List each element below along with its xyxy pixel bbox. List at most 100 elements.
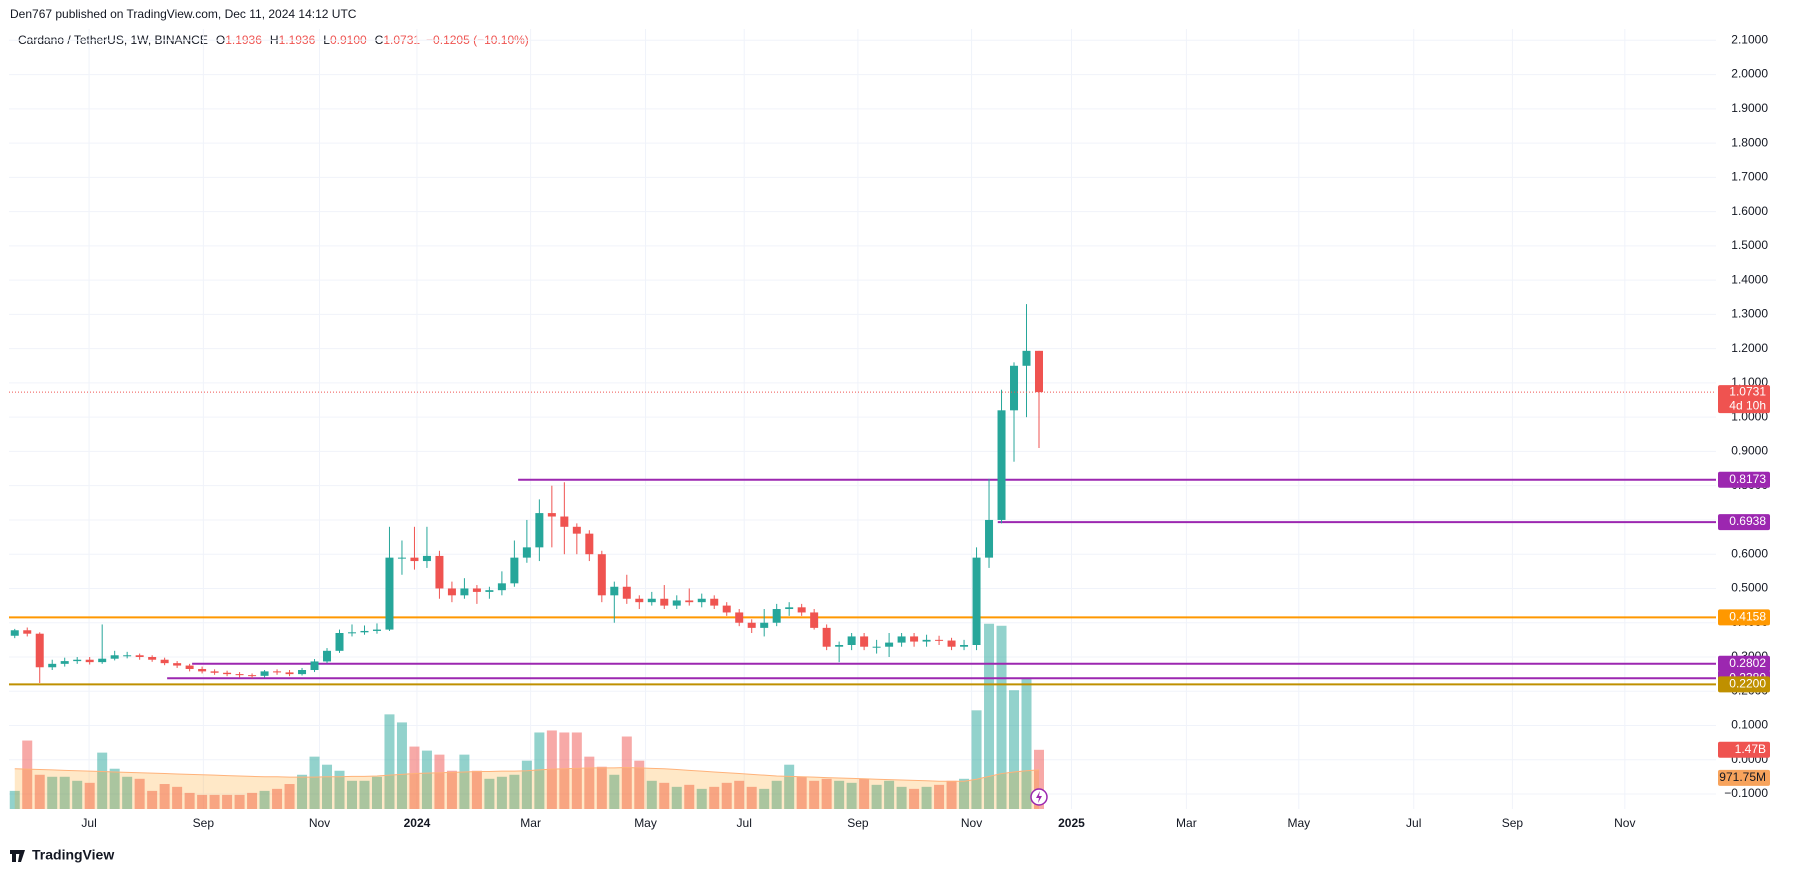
candle-body xyxy=(323,650,332,662)
volume-bar xyxy=(959,778,970,809)
volume-bar xyxy=(821,778,832,809)
candle-body xyxy=(885,642,894,647)
volume-bar xyxy=(909,788,920,809)
volume-bar xyxy=(646,780,657,809)
candle-body xyxy=(810,612,819,628)
last-price-tag-box xyxy=(1718,385,1770,414)
candle-body xyxy=(735,612,744,623)
candle-body xyxy=(572,526,581,534)
candle-body xyxy=(685,600,694,603)
candle-body xyxy=(260,671,269,676)
candle-body xyxy=(985,519,994,558)
volume-bar xyxy=(484,778,495,809)
level-tag-box xyxy=(1718,471,1770,488)
candle-body xyxy=(997,410,1006,520)
volume-bar xyxy=(309,756,320,809)
level-label: 0.4158 xyxy=(1729,609,1766,623)
level-tag-box xyxy=(1718,514,1770,531)
brand-logo xyxy=(10,850,25,862)
x-tick-label: 2024 xyxy=(404,816,431,830)
candle-body xyxy=(310,661,319,671)
volume-bar xyxy=(446,770,457,809)
volume-bar xyxy=(209,794,220,809)
candle-body xyxy=(760,622,769,628)
volume-bar xyxy=(197,794,208,809)
candle-body xyxy=(710,598,719,606)
y-tick-label: 2.0000 xyxy=(1731,67,1768,81)
grid xyxy=(9,29,1716,809)
level-label: 0.2200 xyxy=(1729,677,1766,691)
volume-bar xyxy=(184,792,195,809)
x-tick-label: Jul xyxy=(737,816,752,830)
candle-body xyxy=(60,661,69,664)
volume-bar xyxy=(47,776,58,809)
level-tag: 0.2200 xyxy=(1718,676,1770,693)
candle-body xyxy=(947,640,956,647)
candle-body xyxy=(85,659,94,663)
volume-bar xyxy=(534,732,545,809)
y-tick-label: 1.6000 xyxy=(1731,204,1768,218)
y-tick-label: 1.8000 xyxy=(1731,135,1768,149)
volume-bar xyxy=(559,732,570,809)
volume-bar xyxy=(9,790,20,809)
volume-ma-label: 971.75M xyxy=(1719,770,1766,784)
level-tag: 0.8173 xyxy=(1718,471,1770,488)
volume-bar xyxy=(621,736,632,809)
volume-bar xyxy=(696,788,707,809)
candle-body xyxy=(10,630,19,636)
volume-bar xyxy=(796,776,807,809)
candle-body xyxy=(422,555,431,562)
candle-body xyxy=(435,555,444,589)
candle-body xyxy=(223,672,232,675)
candle-body xyxy=(110,655,119,659)
volume-bar xyxy=(659,782,670,809)
candle-body xyxy=(397,557,406,559)
volume-bar xyxy=(234,794,245,809)
y-tick-label: 0.5000 xyxy=(1731,581,1768,595)
level-label: 0.8173 xyxy=(1729,472,1766,486)
candle-body xyxy=(797,607,806,613)
y-tick-label: 2.1000 xyxy=(1731,32,1768,46)
volume-bar xyxy=(734,780,745,809)
candle-body xyxy=(460,588,469,596)
candle-body xyxy=(535,513,544,548)
x-tick-label: May xyxy=(634,816,657,830)
volume-ma-tag-box xyxy=(1718,769,1770,786)
volume-bar xyxy=(147,790,158,809)
candle-body xyxy=(585,533,594,555)
volume-ma-area xyxy=(14,767,1039,809)
volume-bar xyxy=(846,782,857,809)
volume-bar xyxy=(159,784,170,809)
volume-bar xyxy=(771,780,782,809)
volume-bar xyxy=(109,768,120,809)
candle-body xyxy=(672,600,681,606)
volume-bar xyxy=(1033,749,1044,809)
volume-bar xyxy=(421,750,432,809)
candle-body xyxy=(635,598,644,603)
y-tick-label: 1.7000 xyxy=(1731,170,1768,184)
level-tag: 0.2802 xyxy=(1718,655,1770,672)
candle-body xyxy=(972,557,981,645)
volume-bar xyxy=(409,746,420,809)
candle-body xyxy=(910,636,919,642)
candle-body xyxy=(860,636,869,647)
volume-bar xyxy=(84,782,95,809)
level-tag-box xyxy=(1718,676,1770,693)
volume-bar xyxy=(596,766,607,809)
y-tick-label: 0.1000 xyxy=(1731,718,1768,732)
y-tick-label: 1.4000 xyxy=(1731,272,1768,286)
countdown-label: 4d 10h xyxy=(1729,398,1766,412)
volume-bar xyxy=(22,740,33,809)
volume-bar xyxy=(471,770,482,809)
volume-bar xyxy=(584,756,595,809)
volume-bar xyxy=(272,788,283,809)
y-tick-label: 1.2000 xyxy=(1731,341,1768,355)
x-tick-label: Nov xyxy=(961,816,982,830)
candle-body xyxy=(597,554,606,596)
volume-bar xyxy=(921,786,932,809)
x-tick-label: 2025 xyxy=(1058,816,1085,830)
volume-bar xyxy=(684,784,695,809)
volume-bar xyxy=(509,774,520,809)
level-tag: 0.4158 xyxy=(1718,609,1770,626)
volume-bar xyxy=(322,764,333,809)
